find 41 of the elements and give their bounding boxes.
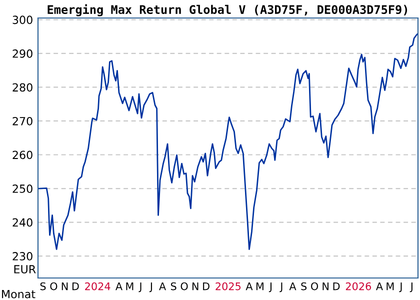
- x-tick-label: S: [40, 282, 46, 290]
- x-tick-label: J: [149, 282, 152, 292]
- y-tick-label: 270: [12, 116, 32, 126]
- x-tick-label: 2024: [85, 282, 110, 290]
- y-tick-label: 240: [12, 218, 32, 227]
- y-axis-title: EUR: [14, 265, 36, 274]
- x-tick-label: J: [268, 282, 272, 292]
- x-tick-label: M: [256, 282, 264, 290]
- x-tick-label: J: [399, 282, 402, 292]
- y-tick-label: 300: [12, 16, 32, 24]
- x-axis-title: Monat: [2, 290, 36, 298]
- x-tick-label: 2026: [346, 282, 372, 290]
- x-tick-label: D: [203, 282, 210, 290]
- x-tick-label: O: [180, 282, 188, 290]
- x-tick-label: N: [192, 282, 198, 290]
- y-tick-label: 280: [12, 83, 32, 92]
- x-tick-label: A: [159, 282, 166, 290]
- x-tick-label: N: [62, 282, 68, 290]
- x-tick-label: S: [301, 282, 307, 290]
- x-tick-label: A: [289, 282, 296, 290]
- x-tick-label: A: [246, 282, 253, 290]
- x-tick-label: N: [322, 282, 328, 290]
- chart-title: Emerging Max Return Global V (A3D75F, DE000A3D75F9): [48, 4, 408, 16]
- y-tick-label: 260: [12, 150, 32, 160]
- y-tick-label: 290: [12, 49, 32, 58]
- x-tick-label: M: [126, 282, 134, 290]
- x-tick-label: O: [50, 282, 58, 290]
- x-tick-label: M: [386, 282, 394, 290]
- x-tick-label: O: [311, 282, 318, 290]
- x-tick-label: 2025: [216, 282, 241, 290]
- x-tick-label: J: [280, 282, 282, 292]
- x-tick-label: A: [376, 282, 383, 290]
- x-tick-label: S: [170, 282, 176, 290]
- x-tick-label: D: [333, 282, 340, 290]
- y-tick-label: 230: [12, 252, 32, 260]
- x-tick-label: J: [410, 282, 412, 292]
- x-tick-label: D: [72, 282, 79, 290]
- x-tick-label: J: [138, 282, 142, 292]
- y-tick-label: 250: [12, 184, 32, 193]
- line-series: [38, 33, 418, 250]
- x-tick-label: A: [116, 282, 122, 290]
